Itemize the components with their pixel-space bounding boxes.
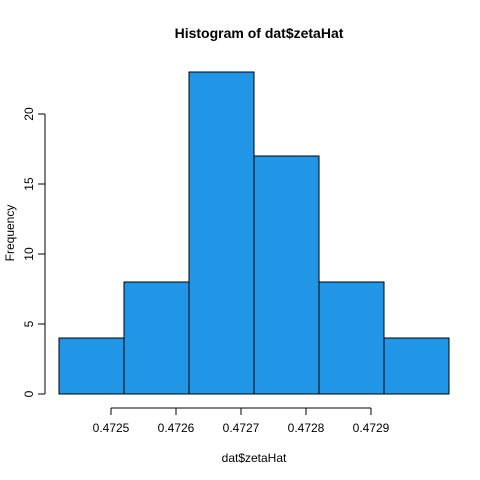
y-tick-label: 20 (22, 107, 36, 121)
histogram-bar (58, 337, 125, 395)
x-axis: 0.4725 0.4726 0.4727 0.4728 0.4729 (93, 407, 390, 435)
histogram-bar (123, 281, 190, 395)
x-tick-label: 0.4725 (93, 421, 130, 435)
x-axis-label: dat$zetaHat (222, 451, 287, 465)
y-axis: 0 5 10 15 20 (22, 107, 46, 397)
x-tick-label: 0.4729 (353, 421, 390, 435)
y-tick-label: 5 (22, 320, 36, 327)
x-tick-label: 0.4726 (158, 421, 195, 435)
x-tick-label: 0.4728 (288, 421, 325, 435)
histogram-bar (383, 337, 450, 395)
histogram-bar (318, 281, 385, 395)
y-tick-label: 15 (22, 177, 36, 191)
y-tick-label: 10 (22, 247, 36, 261)
x-tick-label: 0.4727 (223, 421, 260, 435)
chart-title: Histogram of dat$zetaHat (175, 25, 344, 41)
y-axis-label: Frequency (3, 205, 17, 262)
histogram-bar (188, 71, 255, 395)
bars-group (58, 71, 450, 395)
y-tick-label: 0 (22, 390, 36, 397)
histogram-bar (253, 155, 320, 395)
